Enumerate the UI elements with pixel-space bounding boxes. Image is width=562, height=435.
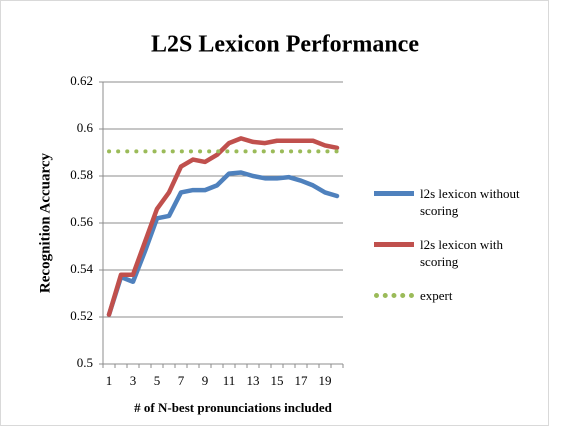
x-tick-label: 13 [247,373,260,388]
y-tick-label: 0.6 [77,120,94,135]
y-tick-label: 0.58 [70,167,93,182]
x-tick-label: 3 [130,373,137,388]
x-tick-label: 11 [223,373,236,388]
x-tick-label: 1 [106,373,113,388]
x-axis-label: # of N-best pronunciations included [134,400,332,415]
x-tick-label: 7 [178,373,185,388]
series-line [106,136,340,317]
x-tick-label: 9 [202,373,209,388]
x-tick-label: 17 [295,373,309,388]
legend-item: l2s lexicon with scoring [374,236,544,270]
y-tick-label: 0.56 [70,214,93,229]
x-tick-label: 19 [319,373,332,388]
y-tick-label: 0.5 [77,355,93,370]
legend-swatch [374,242,414,247]
legend-item: expert [374,287,544,304]
legend-swatch [374,293,414,298]
legend-label: l2s lexicon without scoring [420,186,520,218]
y-tick-label: 0.62 [70,73,93,88]
legend-swatch [374,191,414,196]
legend-item: l2s lexicon without scoring [374,185,544,219]
y-axis-label: Recognition Accuarcy [37,152,53,293]
chart-border [0,0,549,426]
x-tick-label: 15 [271,373,284,388]
chart-title: L2S Lexicon Performance [151,32,419,58]
legend-label: l2s lexicon with scoring [420,237,504,269]
y-tick-label: 0.54 [70,261,93,276]
y-tick-label: 0.52 [70,308,93,323]
series-line [106,170,340,317]
x-tick-label: 5 [154,373,161,388]
legend-label: expert [420,288,453,303]
